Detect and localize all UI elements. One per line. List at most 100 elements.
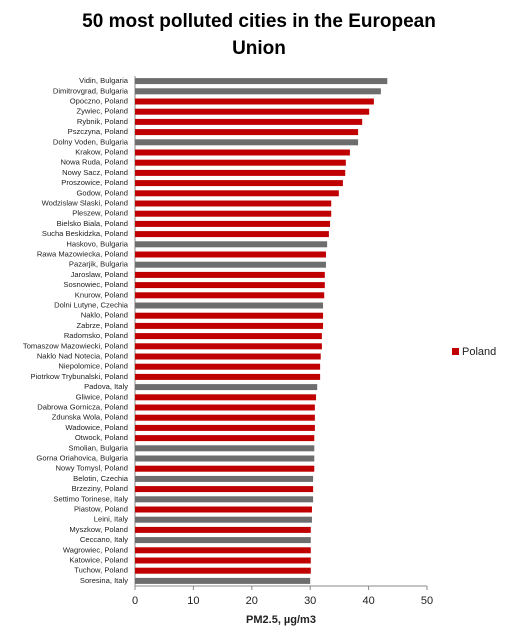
- bar: [135, 414, 315, 421]
- bar: [135, 98, 374, 105]
- y-tick-label: Zdunska Wola, Poland: [52, 413, 128, 422]
- y-tick-label: Sosnowiec, Poland: [63, 280, 128, 289]
- legend-label: Poland: [462, 346, 496, 358]
- y-tick-label: Piastow, Poland: [74, 505, 128, 514]
- bar: [135, 404, 315, 411]
- y-tick-label: Piotrkow Trybunalski, Poland: [31, 372, 129, 381]
- bar: [135, 180, 343, 187]
- bar: [135, 261, 326, 268]
- bar: [135, 129, 359, 136]
- bar: [135, 108, 370, 115]
- x-tick-label: 40: [362, 595, 374, 607]
- y-tick-label: Gliwice, Poland: [76, 392, 128, 401]
- y-tick-label: Otwock, Poland: [75, 433, 128, 442]
- bar: [135, 373, 321, 380]
- bar: [135, 231, 329, 238]
- bar: [135, 445, 315, 452]
- y-tick-label: Wadowice, Poland: [65, 423, 128, 432]
- x-tick-label: 20: [246, 595, 258, 607]
- bar: [135, 282, 325, 289]
- y-tick-label: Rybnik, Poland: [77, 117, 128, 126]
- y-tick-label: Belotin, Czechia: [73, 474, 129, 483]
- y-tick-label: Jaroslaw, Poland: [71, 270, 128, 279]
- y-tick-label: Dolni Lutyne, Czechia: [54, 301, 129, 310]
- bar: [135, 465, 315, 472]
- bar: [135, 343, 322, 350]
- bar: [135, 455, 315, 462]
- bar: [135, 384, 318, 391]
- y-tick-label: Tomaszow Mazowiecki, Poland: [23, 341, 128, 350]
- bar: [135, 394, 317, 401]
- bar: [135, 210, 332, 217]
- bar: [135, 271, 325, 278]
- y-tick-label: Nowy Tomysl, Poland: [56, 464, 128, 473]
- x-axis-title: PM2.5, µg/m3: [246, 614, 316, 626]
- y-tick-label: Dabrowa Gornicza, Poland: [37, 403, 128, 412]
- bar: [135, 526, 311, 533]
- bar: [135, 567, 311, 574]
- bar: [135, 312, 324, 319]
- y-tick-label: Leini, Italy: [94, 515, 128, 524]
- bar: [135, 302, 324, 309]
- bar: [135, 292, 325, 299]
- bar: [135, 169, 346, 176]
- y-tick-label: Dimitrovgrad, Bulgaria: [53, 86, 129, 95]
- bar: [135, 506, 312, 513]
- y-tick-label: Myszkow, Poland: [69, 525, 128, 534]
- y-tick-label: Gorna Oriahovica, Bulgaria: [36, 454, 128, 463]
- y-tick-label: Smolian, Bulgaria: [68, 443, 128, 452]
- bar: [135, 537, 311, 544]
- y-tick-label: Sucha Beskidzka, Poland: [42, 229, 128, 238]
- x-tick-label: 0: [132, 595, 138, 607]
- bar: [135, 496, 314, 503]
- bar: [135, 577, 311, 584]
- bar: [135, 475, 314, 482]
- y-tick-label: Knurow, Poland: [75, 290, 128, 299]
- y-tick-label: Haskovo, Bulgaria: [66, 239, 128, 248]
- y-tick-label: Proszowice, Poland: [61, 178, 128, 187]
- y-tick-label: Rawa Mazowiecka, Poland: [37, 250, 128, 259]
- bar: [135, 88, 381, 95]
- y-tick-label: Dolny Voden, Bulgaria: [53, 137, 129, 146]
- y-tick-label: Pszczyna, Poland: [68, 127, 128, 136]
- y-tick-label: Settimo Torinese, Italy: [53, 494, 128, 503]
- bar: [135, 241, 328, 248]
- bar: [135, 424, 315, 431]
- y-tick-label: Brzeziny, Poland: [72, 484, 128, 493]
- bar: [135, 118, 363, 125]
- bar: [135, 363, 321, 370]
- y-tick-label: Ceccano, Italy: [80, 535, 128, 544]
- bar: [135, 557, 311, 564]
- y-tick-label: Godow, Poland: [76, 188, 128, 197]
- bar: [135, 159, 346, 166]
- y-tick-label: Padova, Italy: [84, 382, 128, 391]
- y-tick-label: Niepolomice, Poland: [58, 362, 128, 371]
- y-tick-label: Vidin, Bulgaria: [79, 76, 129, 85]
- bar: [135, 516, 312, 523]
- y-tick-label: Pazarjik, Bulgaria: [69, 260, 129, 269]
- y-tick-label: Opoczno, Poland: [70, 97, 128, 106]
- bar: [135, 220, 331, 227]
- y-tick-label: Wagrowiec, Poland: [63, 545, 128, 554]
- y-tick-label: Naklo, Poland: [81, 311, 128, 320]
- chart-title: 50 most polluted cities in the European …: [82, 11, 436, 59]
- y-tick-label: Zabrze, Poland: [77, 321, 129, 330]
- y-tick-label: Pleszew, Poland: [72, 209, 128, 218]
- bar: [135, 139, 359, 146]
- bar: [135, 251, 326, 258]
- y-tick-label: Bielsko Biala, Poland: [57, 219, 128, 228]
- bar: [135, 200, 332, 207]
- bar: [135, 78, 388, 85]
- y-tick-label: Nowy Sacz, Poland: [62, 168, 128, 177]
- bar: [135, 190, 339, 197]
- bar: [135, 486, 314, 493]
- y-tick-label: Katowice, Poland: [69, 556, 128, 565]
- x-tick-label: 50: [421, 595, 433, 607]
- y-tick-label: Nowa Ruda, Poland: [60, 158, 128, 167]
- y-tick-label: Tuchow, Poland: [74, 566, 128, 575]
- y-tick-label: Krakow, Poland: [75, 148, 128, 157]
- y-tick-label: Soresina, Italy: [80, 576, 128, 585]
- x-tick-label: 30: [304, 595, 316, 607]
